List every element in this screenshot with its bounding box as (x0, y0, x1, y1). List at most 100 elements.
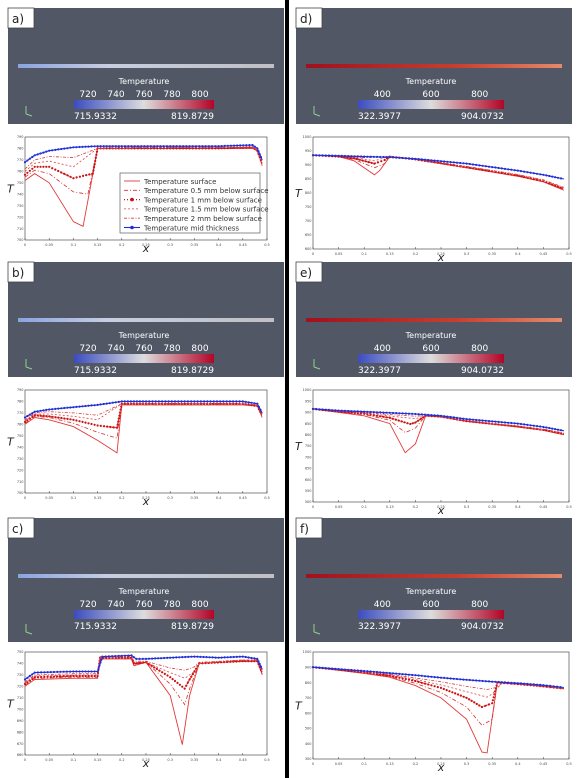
series-point-3 (26, 171, 29, 174)
colorbar-min-label: 322.3977 (358, 112, 401, 122)
series-point-6 (241, 400, 244, 403)
x-tick-label: 0.45 (540, 762, 548, 766)
series-point-6 (239, 144, 242, 147)
y-tick-label: 700 (305, 219, 312, 223)
series-point-3 (155, 667, 158, 671)
series-point-3 (183, 687, 186, 690)
series-point-6 (372, 670, 375, 673)
x-tick-label: 0.1 (71, 758, 77, 762)
series-point-6 (81, 670, 84, 673)
y-tick-label: 730 (17, 457, 24, 461)
series-point-6 (256, 402, 259, 405)
y-tick-label: 800 (305, 681, 312, 685)
series-point-6 (127, 145, 130, 148)
series-point-3 (436, 686, 439, 689)
series-point-6 (78, 670, 81, 673)
x-tick-label: 0.1 (361, 252, 367, 256)
colorbar-title: Temperature (118, 77, 170, 86)
render-view (296, 518, 572, 642)
series-point-3 (54, 416, 57, 419)
series-point-6 (184, 655, 187, 659)
series-point-6 (169, 145, 172, 148)
series-point-6 (206, 400, 209, 403)
series-point-6 (526, 423, 529, 426)
series-point-3 (364, 160, 367, 163)
series-point-6 (559, 429, 563, 432)
series-point-6 (114, 655, 117, 658)
series-point-6 (519, 682, 523, 685)
series-point-6 (487, 420, 491, 423)
colorbar-title: Temperature (405, 331, 457, 340)
series-point-6 (414, 412, 417, 416)
series-point-6 (87, 145, 90, 148)
series-point-6 (258, 153, 261, 156)
series-point-6 (478, 419, 481, 422)
series-point-6 (407, 412, 411, 415)
colorbar-tick-label: 780 (163, 90, 180, 100)
series-point-6 (411, 673, 414, 677)
colorbar-max-label: 819.8729 (171, 366, 214, 376)
series-point-6 (379, 411, 382, 414)
colorbar (74, 610, 214, 619)
series-point-3 (93, 423, 96, 426)
series-point-6 (181, 656, 184, 659)
series-point-6 (423, 413, 427, 416)
y-tick-label: 710 (17, 227, 24, 231)
series-point-6 (379, 155, 382, 159)
x-tick-label: 0.3 (167, 243, 173, 247)
y-tick-label: 660 (17, 753, 24, 757)
x-tick-label: 0.3 (464, 252, 470, 256)
series-point-6 (173, 400, 177, 403)
x-tick-label: 0.3 (167, 496, 173, 500)
series-point-3 (372, 414, 375, 417)
series-point-3 (232, 402, 235, 405)
series-point-3 (90, 674, 93, 678)
orientation-axes-icon (25, 359, 33, 370)
series-point-6 (459, 417, 462, 420)
series-point-6 (535, 425, 539, 428)
x-tick-label: 0.1 (71, 243, 77, 247)
series-point-3 (62, 675, 65, 678)
series-point-6 (559, 177, 563, 180)
series-point-3 (59, 675, 62, 678)
y-tick-label: 720 (17, 685, 24, 689)
series-point-6 (468, 418, 471, 421)
colorbar-title: Temperature (118, 331, 170, 340)
series-point-3 (33, 165, 36, 168)
x-tick-label: 0.05 (335, 252, 343, 256)
series-point-6 (417, 674, 420, 677)
colorbar-tick-label: 400 (374, 90, 391, 100)
x-axis-label: x (142, 757, 150, 770)
y-tick-label: 700 (305, 696, 312, 700)
series-point-6 (331, 154, 334, 157)
series-point-6 (225, 400, 228, 403)
series-point-6 (93, 404, 96, 407)
series-point-3 (188, 147, 191, 150)
series-point-3 (63, 172, 66, 175)
colorbar-tick-label: 600 (422, 600, 439, 610)
x-tick-label: 0.3 (464, 505, 470, 509)
series-point-6 (81, 145, 84, 148)
series-point-3 (397, 419, 400, 422)
series-point-6 (151, 400, 154, 403)
colorbar-max-label: 819.8729 (171, 622, 214, 632)
series-point-6 (258, 662, 261, 666)
series-point-3 (462, 695, 465, 698)
series-point-6 (199, 655, 202, 659)
x-tick-label: 0.2 (119, 496, 125, 500)
x-tick-label: 0.45 (239, 496, 247, 500)
legend-marker (130, 225, 134, 230)
panel-label: f) (300, 522, 309, 536)
legend (119, 172, 261, 234)
series-point-6 (331, 409, 334, 412)
series-point-6 (539, 173, 542, 176)
series-point-6 (72, 146, 75, 149)
series-point-6 (191, 145, 194, 148)
x-tick-label: 0 (24, 758, 26, 762)
colorbar-tick-label: 800 (191, 90, 208, 100)
series-point-6 (111, 655, 114, 658)
series-point-6 (484, 165, 487, 168)
colorbar-tick-label: 780 (163, 600, 180, 610)
series-point-6 (510, 681, 513, 684)
